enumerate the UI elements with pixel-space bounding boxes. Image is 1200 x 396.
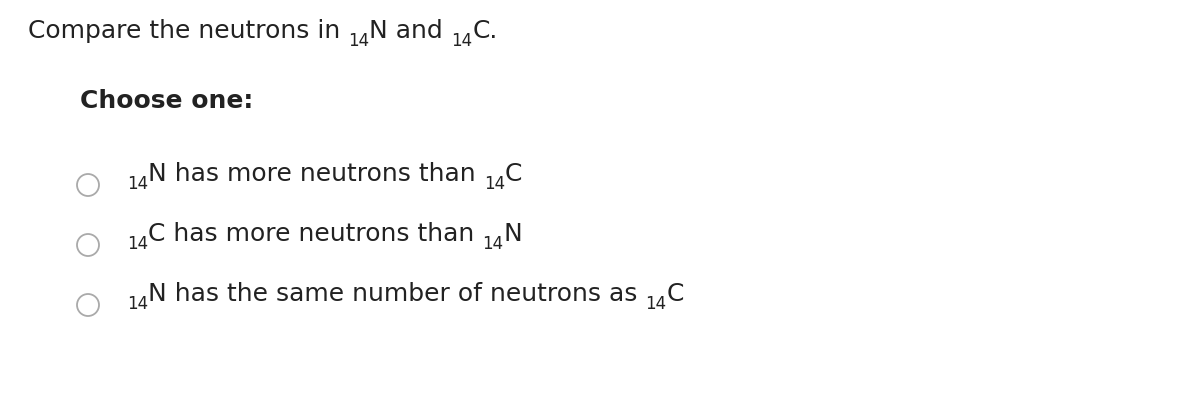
Text: N has the same number of neutrons as: N has the same number of neutrons as bbox=[148, 282, 646, 306]
Text: N and: N and bbox=[370, 19, 451, 43]
Text: C: C bbox=[505, 162, 522, 186]
Text: 14: 14 bbox=[484, 175, 505, 193]
Text: 14: 14 bbox=[482, 235, 504, 253]
Text: 14: 14 bbox=[451, 32, 473, 50]
Text: 14: 14 bbox=[127, 235, 148, 253]
Text: Compare the neutrons in: Compare the neutrons in bbox=[28, 19, 348, 43]
Text: 14: 14 bbox=[646, 295, 667, 313]
Text: N: N bbox=[504, 222, 522, 246]
Text: Choose one:: Choose one: bbox=[80, 89, 253, 113]
Text: 14: 14 bbox=[127, 295, 148, 313]
Text: N has more neutrons than: N has more neutrons than bbox=[148, 162, 484, 186]
Text: C has more neutrons than: C has more neutrons than bbox=[148, 222, 482, 246]
Text: C.: C. bbox=[473, 19, 498, 43]
Text: 14: 14 bbox=[127, 175, 148, 193]
Text: C: C bbox=[667, 282, 684, 306]
Text: 14: 14 bbox=[348, 32, 370, 50]
